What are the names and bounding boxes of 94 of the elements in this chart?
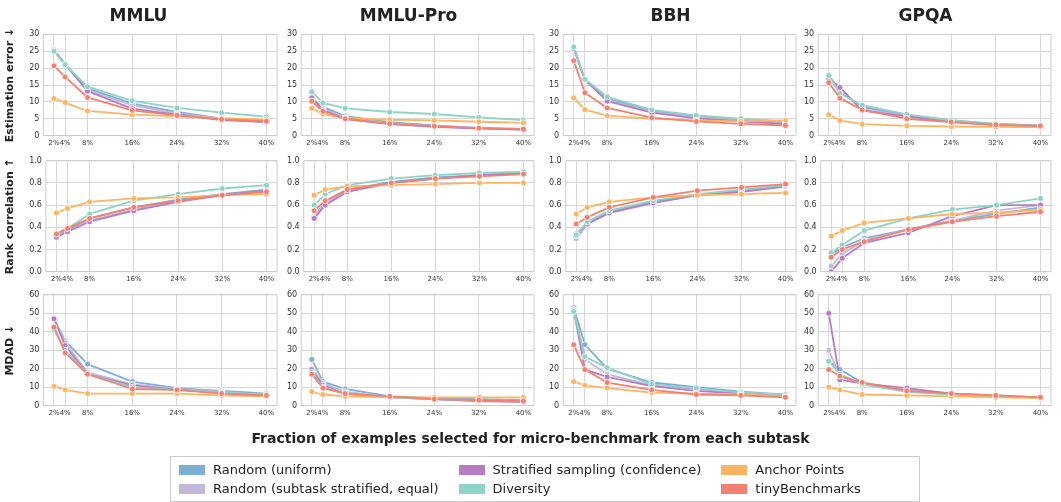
y-tick-label: 20 [548, 363, 560, 373]
chart-title: MMLU [109, 4, 168, 25]
y-tick-label: 0.8 [548, 178, 562, 188]
y-tick-label: 5 [809, 113, 815, 123]
y-tick-label: 1.0 [548, 155, 562, 165]
y-tick-label: 40 [803, 326, 815, 336]
y-tick-label: 0.0 [29, 266, 42, 276]
y-tick-label: 25 [548, 46, 560, 56]
y-tick-label: 50 [803, 308, 815, 318]
y-tick-label: 40 [286, 326, 298, 336]
y-tick-label: 10 [286, 96, 298, 106]
y-axis-title: MDAD ↓ [3, 324, 17, 376]
y-tick-label: 0.8 [29, 178, 42, 188]
y-tick-label: 0.4 [286, 222, 300, 232]
y-tick-label: 25 [803, 46, 815, 56]
y-tick-label: 0.4 [803, 222, 817, 232]
y-tick-label: 30 [548, 345, 560, 355]
x-axis-title: Fraction of examples selected for micro-benchmark from each subtask [250, 430, 811, 446]
y-tick-label: 0 [34, 130, 40, 140]
legend-label: Random (uniform) [213, 462, 332, 477]
y-tick-label: 30 [803, 345, 815, 355]
y-tick-label: 0 [292, 400, 298, 410]
legend-label: tinyBenchmarks [755, 481, 861, 496]
y-tick-label: 60 [548, 289, 560, 299]
y-tick-label: 5 [554, 113, 560, 123]
y-tick-label: 10 [286, 382, 298, 392]
chart-title: BBH [650, 4, 691, 25]
y-tick-label: 0.6 [803, 200, 817, 210]
y-axis-title: Rank correlation ↑ [3, 158, 17, 275]
y-tick-label: 0.4 [29, 222, 42, 232]
y-tick-label: 0 [292, 130, 298, 140]
legend-label: Random (subtask stratified, equal) [213, 481, 439, 496]
y-tick-label: 60 [29, 289, 40, 299]
y-tick-label: 10 [803, 96, 815, 106]
y-tick-label: 0.2 [286, 244, 300, 254]
y-tick-label: 0.6 [548, 200, 562, 210]
y-tick-label: 20 [803, 63, 815, 73]
y-tick-label: 0 [809, 400, 815, 410]
y-tick-label: 0.6 [286, 200, 300, 210]
y-tick-label: 60 [286, 289, 298, 299]
y-tick-label: 0.6 [29, 200, 42, 210]
legend-label: Diversity [492, 481, 551, 496]
y-tick-label: 1.0 [29, 155, 42, 165]
y-tick-label: 25 [29, 46, 40, 56]
y-tick-label: 30 [286, 345, 298, 355]
y-tick-label: 50 [286, 308, 298, 318]
y-tick-label: 25 [286, 46, 298, 56]
chart-title: MMLU-Pro [359, 4, 458, 25]
y-tick-label: 50 [29, 308, 40, 318]
y-tick-label: 20 [803, 363, 815, 373]
y-tick-label: 0.4 [548, 222, 562, 232]
y-tick-label: 15 [286, 80, 298, 90]
y-tick-label: 0.0 [548, 266, 562, 276]
y-tick-label: 5 [292, 113, 298, 123]
legend-label: Stratified sampling (confidence) [492, 462, 702, 477]
y-tick-label: 10 [548, 96, 560, 106]
y-tick-label: 30 [29, 345, 40, 355]
y-tick-label: 20 [29, 63, 40, 73]
y-tick-label: 30 [29, 29, 40, 39]
y-tick-label: 0.8 [286, 178, 300, 188]
y-tick-label: 20 [286, 63, 298, 73]
y-tick-label: 0 [34, 400, 40, 410]
y-tick-label: 40 [29, 326, 40, 336]
y-tick-label: 0 [554, 400, 560, 410]
y-tick-label: 60 [803, 289, 815, 299]
y-tick-label: 10 [29, 96, 40, 106]
y-tick-label: 0 [554, 130, 560, 140]
y-tick-label: 20 [548, 63, 560, 73]
y-tick-label: 20 [286, 363, 298, 373]
y-tick-label: 40 [548, 326, 560, 336]
y-tick-label: 50 [548, 308, 560, 318]
y-tick-label: 0.0 [803, 266, 817, 276]
y-tick-label: 10 [803, 382, 815, 392]
y-tick-label: 20 [29, 363, 40, 373]
y-tick-label: 15 [803, 80, 815, 90]
y-tick-label: 30 [803, 29, 815, 39]
y-tick-label: 0 [809, 130, 815, 140]
chart-title: GPQA [898, 4, 954, 25]
y-tick-label: 30 [286, 29, 298, 39]
y-tick-label: 0.2 [548, 244, 562, 254]
y-tick-label: 1.0 [803, 155, 817, 165]
y-tick-label: 0.2 [29, 244, 42, 254]
y-tick-label: 0.0 [286, 266, 300, 276]
legend-label: Anchor Points [755, 462, 845, 477]
y-tick-label: 0.2 [803, 244, 817, 254]
y-axis-title: Estimation error ↓ [3, 27, 17, 143]
y-tick-label: 15 [548, 80, 560, 90]
y-tick-label: 10 [29, 382, 40, 392]
y-tick-label: 10 [548, 382, 560, 392]
y-tick-label: 15 [29, 80, 40, 90]
y-tick-label: 30 [548, 29, 560, 39]
y-tick-label: 0.8 [803, 178, 817, 188]
y-tick-label: 5 [34, 113, 40, 123]
y-tick-label: 1.0 [286, 155, 300, 165]
